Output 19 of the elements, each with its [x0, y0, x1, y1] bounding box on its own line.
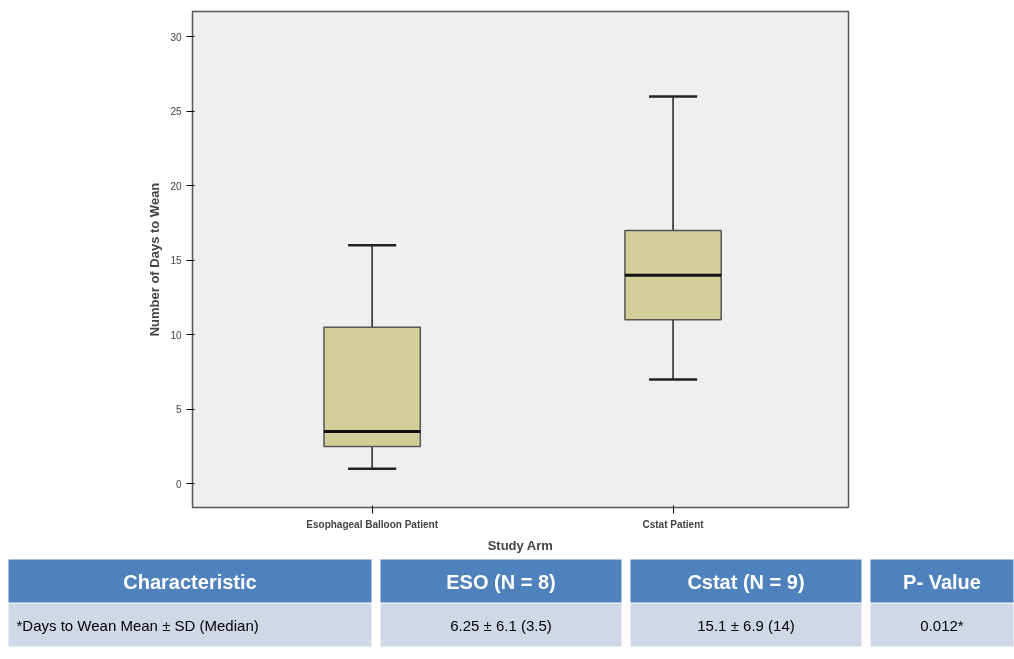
y-tick-label: 20 [170, 180, 182, 192]
y-tick-label: 30 [170, 31, 182, 43]
y-tick-label: 15 [170, 255, 182, 267]
text: ESO (N = 8) [446, 570, 556, 593]
y-axis-title: Number of Days to Wean [147, 182, 163, 337]
x-axis-title: Study Arm [487, 537, 553, 553]
text: P- Value [903, 570, 981, 593]
text: 6.25 ± 6.1 (3.5) [450, 617, 552, 634]
y-tick-label: 5 [175, 404, 182, 416]
text: 0.012* [920, 617, 964, 634]
y-tick-label: 25 [170, 106, 182, 118]
x-tick-label: Esophageal Balloon Patient [306, 518, 439, 530]
text: Characteristic [123, 570, 257, 593]
y-tick-label: 0 [175, 478, 182, 490]
text: *Days to Wean Mean ± SD (Median) [16, 617, 259, 634]
y-tick-label: 10 [170, 329, 182, 341]
text: 15.1 ± 6.9 (14) [697, 617, 795, 634]
text: Cstat (N = 9) [687, 570, 805, 593]
x-tick-label: Cstat Patient [642, 518, 705, 530]
